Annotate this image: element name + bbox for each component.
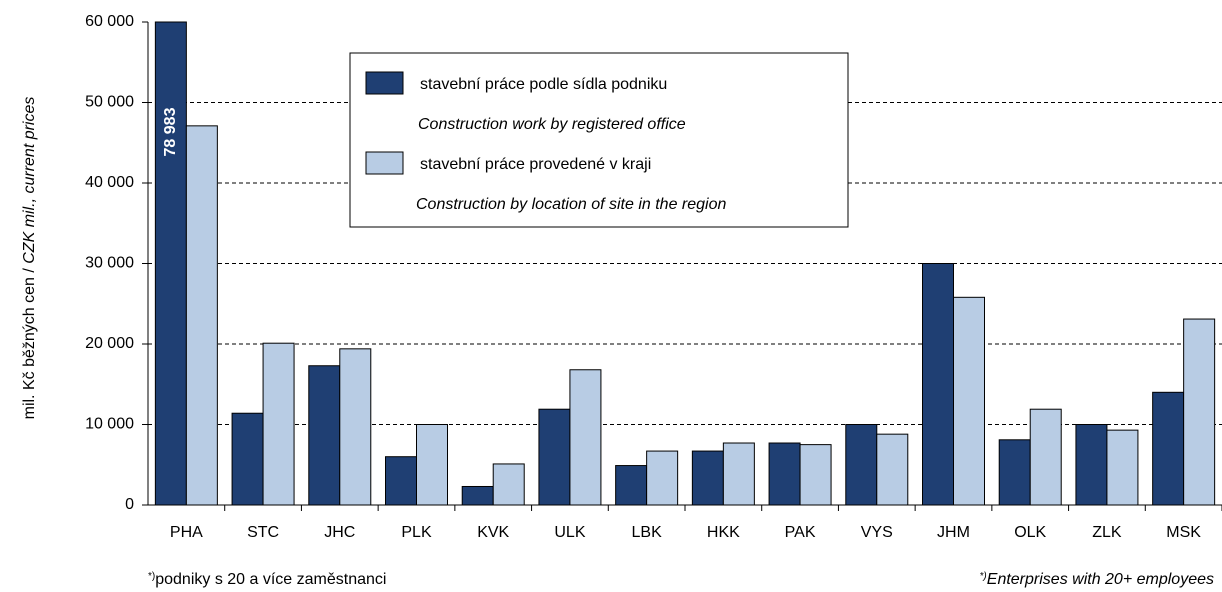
x-tick-label: ZLK bbox=[1092, 524, 1122, 541]
x-tick-label: PHA bbox=[170, 524, 203, 541]
bar bbox=[385, 456, 417, 506]
bar bbox=[185, 125, 218, 506]
bar bbox=[876, 433, 909, 506]
x-tick-label: KVK bbox=[477, 524, 509, 541]
y-tick-label: 40 000 bbox=[85, 174, 134, 191]
bar bbox=[845, 424, 878, 506]
y-tick-label: 10 000 bbox=[85, 416, 134, 433]
x-tick-label: MSK bbox=[1166, 524, 1201, 541]
legend-swatch bbox=[365, 151, 404, 175]
legend-label-en: Construction work by registered office bbox=[418, 116, 686, 133]
x-tick-label: OLK bbox=[1014, 524, 1046, 541]
footnote-right: *)Enterprises with 20+ employees bbox=[980, 571, 1214, 589]
y-label-cz: mil. Kč běžných cen / bbox=[21, 264, 38, 420]
bar bbox=[538, 408, 571, 506]
footnote-left: *)podniky s 20 a více zaměstnanci bbox=[148, 571, 386, 589]
bar bbox=[922, 263, 954, 506]
bar bbox=[416, 424, 448, 506]
y-tick-label: 50 000 bbox=[85, 94, 134, 111]
x-tick-label: LBK bbox=[632, 524, 663, 541]
plot: 0 10 000 20 000 30 000 40 000 50 000 60 000 PHA… bbox=[85, 13, 1222, 541]
x-tick-label: PLK bbox=[401, 524, 432, 541]
bar bbox=[308, 365, 341, 506]
bar bbox=[1152, 391, 1185, 506]
legend: stavební práce podle sídla podniku Constr… bbox=[365, 71, 727, 213]
bar bbox=[998, 439, 1031, 506]
legend-label: stavební práce provedené v kraji bbox=[420, 156, 651, 173]
x-tick-label: JHC bbox=[324, 524, 355, 541]
bar bbox=[569, 369, 602, 506]
x-tick-label: HKK bbox=[707, 524, 740, 541]
footnote-en: Enterprises with 20+ employees bbox=[987, 571, 1214, 588]
x-tick-label: STC bbox=[247, 524, 279, 541]
legend-swatch bbox=[365, 71, 404, 95]
y-label-en: CZK mil., current prices bbox=[21, 97, 38, 264]
bar bbox=[615, 465, 648, 506]
x-tick-label: ULK bbox=[554, 524, 585, 541]
data-label: 78 983 bbox=[162, 107, 179, 156]
bar bbox=[231, 412, 264, 506]
x-tick-label: JHM bbox=[937, 524, 970, 541]
bar bbox=[492, 463, 525, 506]
bar bbox=[1106, 429, 1139, 506]
footnote-marker: *) bbox=[980, 571, 987, 582]
bar bbox=[953, 296, 985, 506]
y-axis-label: mil. Kč běžných cen / CZK mil., current … bbox=[21, 97, 38, 420]
bar bbox=[768, 442, 801, 506]
legend-label-en: Construction by location of site in the … bbox=[416, 196, 727, 213]
x-tick-label: PAK bbox=[785, 524, 816, 541]
bar bbox=[646, 450, 679, 506]
y-tick-label: 0 bbox=[125, 496, 134, 513]
footnote-cz: podniky s 20 a více zaměstnanci bbox=[155, 571, 386, 588]
y-tick-label: 30 000 bbox=[85, 255, 134, 272]
bar bbox=[1075, 424, 1108, 506]
bar bbox=[1183, 318, 1216, 506]
bar bbox=[799, 444, 832, 506]
y-tick-label: 20 000 bbox=[85, 335, 134, 352]
x-tick-label: VYS bbox=[861, 524, 893, 541]
bar bbox=[262, 342, 295, 506]
bar bbox=[339, 348, 372, 506]
y-tick-label: 60 000 bbox=[85, 13, 134, 30]
bar bbox=[722, 442, 755, 506]
bar bbox=[461, 485, 494, 506]
bar bbox=[691, 450, 724, 506]
legend-box bbox=[349, 52, 849, 228]
legend-label: stavební práce podle sídla podniku bbox=[420, 76, 667, 93]
bar bbox=[1029, 408, 1062, 506]
footnote-marker: *) bbox=[148, 571, 155, 582]
bar bbox=[154, 21, 187, 506]
